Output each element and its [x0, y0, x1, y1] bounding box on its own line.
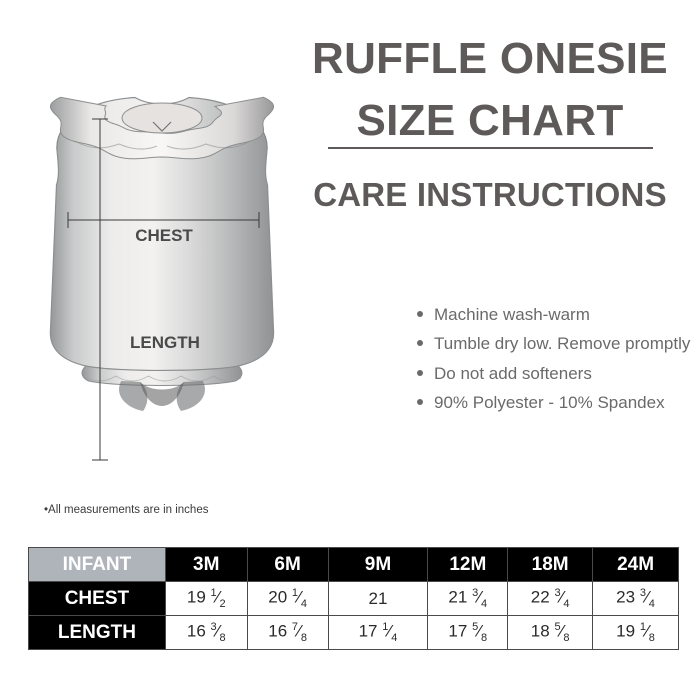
- svg-text:CHEST: CHEST: [135, 226, 193, 245]
- svg-text:LENGTH: LENGTH: [130, 333, 200, 352]
